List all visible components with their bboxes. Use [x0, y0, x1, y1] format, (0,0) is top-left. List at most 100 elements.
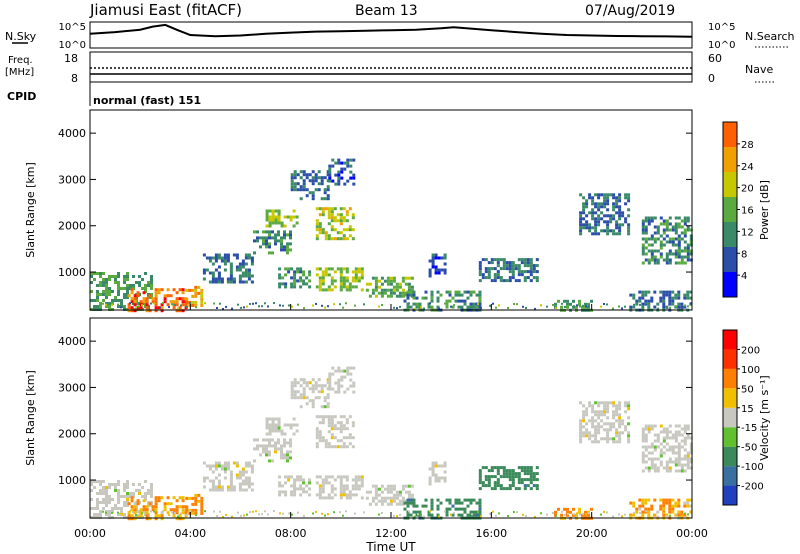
echo-cell [495, 306, 497, 309]
echo-cell [120, 514, 122, 517]
echo-cell [320, 182, 324, 186]
echo-cell [96, 492, 99, 495]
echo-cell [252, 302, 254, 305]
echo-cell [265, 450, 268, 454]
echo-cell [330, 421, 334, 425]
echo-cell [526, 264, 530, 268]
echo-cell [154, 294, 158, 298]
echo-cell [460, 305, 464, 309]
echo-cell [659, 460, 663, 464]
echo-cell [111, 498, 114, 501]
echo-cell [523, 264, 527, 268]
echo-cell [415, 510, 419, 514]
echo-cell [683, 439, 687, 443]
echo-cell [342, 427, 346, 431]
echo-cell [647, 302, 651, 306]
echo-cell [117, 275, 120, 278]
echo-cell [333, 436, 337, 440]
echo-cell [653, 261, 657, 265]
echo-cell [231, 515, 233, 518]
echo-cell [409, 293, 413, 297]
echo-cell [406, 498, 410, 502]
echo-cell [315, 228, 319, 232]
echo-cell [302, 396, 306, 400]
echo-cell [169, 508, 173, 512]
echo-cell [404, 490, 408, 494]
echo-cell [351, 270, 355, 274]
echo-cell [93, 480, 96, 483]
echo-cell [588, 211, 592, 215]
echo-cell [184, 514, 188, 518]
echo-cell [330, 445, 334, 449]
echo-cell [668, 261, 672, 265]
echo-cell [665, 430, 669, 434]
echo-cell [340, 369, 344, 373]
echo-cell [554, 510, 557, 514]
echo-cell [523, 279, 527, 283]
echo-cell [585, 223, 589, 227]
echo-cell [351, 276, 355, 280]
echo-cell [371, 276, 375, 280]
echo-cell [277, 438, 280, 442]
echo-cell [214, 268, 218, 272]
echo-cell [277, 417, 281, 421]
echo-cell [484, 484, 488, 488]
echo-cell [513, 302, 515, 305]
echo-cell [591, 425, 595, 429]
echo-cell [328, 378, 332, 382]
echo-cell [529, 487, 533, 491]
echo-cell [469, 510, 473, 514]
echo-cell [403, 501, 407, 505]
echo-cell [606, 232, 610, 236]
echo-cell [154, 517, 158, 521]
echo-cell [511, 481, 515, 485]
echo-cell [147, 489, 150, 492]
echo-cell [265, 447, 268, 451]
echo-cell [237, 303, 239, 306]
echo-cell [478, 267, 482, 271]
echo-cell [415, 504, 419, 508]
echo-cell [105, 504, 108, 507]
echo-cell [241, 274, 245, 278]
echo-cell [618, 419, 622, 423]
echo-cell [315, 285, 319, 289]
echo-cell [126, 290, 129, 293]
echo-cell [264, 510, 266, 513]
echo-cell [331, 366, 335, 370]
echo-cell [321, 279, 325, 283]
echo-cell [540, 512, 542, 515]
echo-cell [469, 498, 473, 502]
echo-cell [499, 276, 503, 280]
echo-cell [289, 218, 293, 222]
echo-cell [150, 302, 152, 305]
echo-cell [311, 387, 315, 391]
echo-cell [645, 302, 647, 305]
echo-cell [351, 487, 355, 491]
echo-cell [401, 499, 405, 503]
echo-cell [297, 303, 299, 306]
echo-cell [174, 303, 176, 306]
echo-cell [318, 436, 322, 440]
echo-cell [403, 293, 407, 297]
echo-cell [600, 437, 604, 441]
echo-cell [268, 438, 271, 442]
echo-cell [451, 513, 455, 517]
echo-cell [127, 517, 131, 521]
echo-cell [219, 302, 221, 305]
echo-cell [377, 285, 381, 289]
echo-cell [132, 510, 135, 513]
echo-cell [535, 484, 539, 488]
echo-cell [345, 228, 349, 232]
echo-cell [639, 511, 641, 514]
echo-cell [469, 501, 473, 505]
echo-cell [105, 510, 108, 513]
echo-cell [278, 484, 282, 488]
echo-cell [374, 279, 378, 283]
echo-cell [600, 419, 604, 423]
echo-cell [502, 264, 506, 268]
echo-cell [621, 214, 625, 218]
echo-cell [582, 208, 586, 212]
echo-cell [160, 514, 164, 518]
echo-cell [284, 273, 288, 277]
echo-cell [226, 485, 230, 489]
